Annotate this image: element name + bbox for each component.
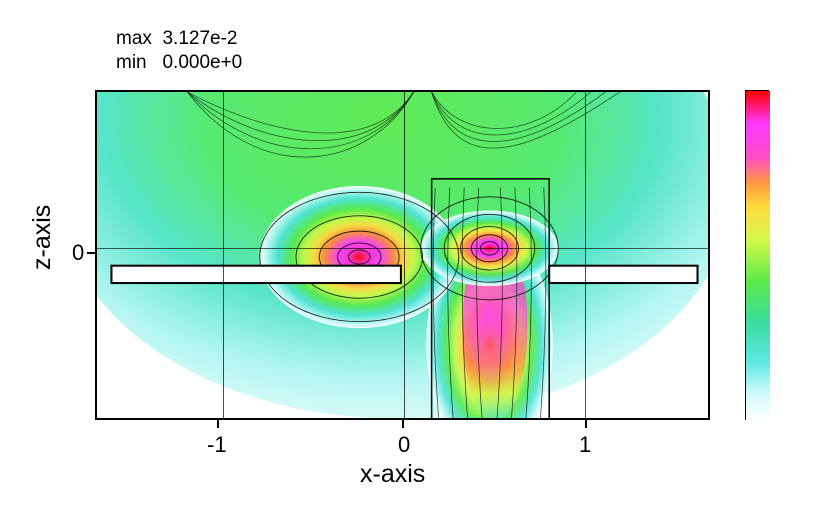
min-label: min	[116, 52, 147, 73]
plot-area	[95, 90, 710, 420]
x-tick-label-1: 1	[579, 432, 591, 458]
chart-container	[95, 90, 710, 420]
contour-plot-svg	[97, 92, 710, 420]
colorbar-svg	[746, 91, 770, 421]
max-label: max	[116, 28, 152, 49]
x-tick-mark	[402, 420, 404, 428]
x-tick-label-m1: -1	[207, 432, 227, 458]
z-axis-label: z-axis	[28, 205, 57, 270]
x-tick-mark	[585, 420, 587, 428]
x-tick-mark	[217, 420, 219, 428]
max-annotation: max 3.127e-2	[116, 28, 237, 50]
z-tick-mark	[87, 252, 95, 254]
x-axis-label: x-axis	[360, 460, 425, 489]
max-value: 3.127e-2	[162, 28, 237, 49]
z-tick-label-0: 0	[72, 240, 84, 266]
min-value: 0.000e+0	[162, 52, 242, 73]
colorbar	[745, 90, 769, 420]
x-tick-label-0: 0	[398, 432, 410, 458]
min-annotation: min 0.000e+0	[116, 52, 242, 74]
